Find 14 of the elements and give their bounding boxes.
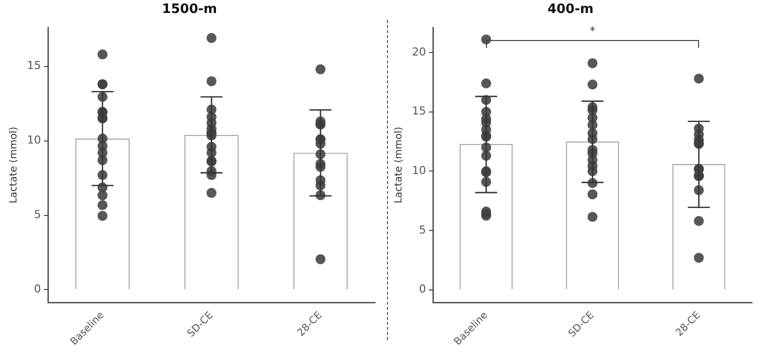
y-tick-label: 20 [412,45,426,58]
y-tick-label: 0 [34,282,41,296]
chart-title: 1500-m [162,2,218,18]
y-tick-label: 5 [34,208,41,222]
y-axis-title: Lactate (mmol) [8,126,20,204]
y-tick-label: 10 [26,134,41,147]
y-tick-label: 15 [412,104,426,118]
chart-title: 400-m [547,2,594,18]
y-axis-title: Lactate (mmol) [394,126,405,204]
y-tick-label: 0 [418,282,426,296]
y-tick-label: 5 [418,223,426,236]
annotation: * [590,24,596,38]
y-tick-label: 10 [412,164,426,178]
y-tick-label: 15 [26,59,41,72]
